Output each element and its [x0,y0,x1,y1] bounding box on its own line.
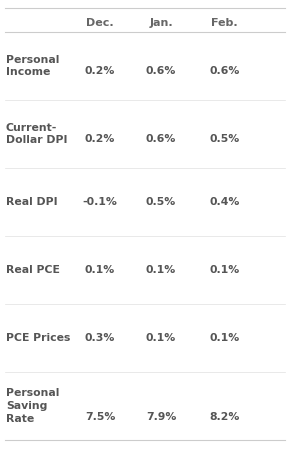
Text: 0.2%: 0.2% [85,135,115,144]
Text: Real PCE: Real PCE [6,265,60,275]
Text: Jan.: Jan. [149,18,173,28]
Text: 0.1%: 0.1% [146,265,176,275]
Text: 0.5%: 0.5% [146,197,176,207]
Text: 0.1%: 0.1% [210,265,240,275]
Text: 0.1%: 0.1% [85,265,115,275]
Text: 0.6%: 0.6% [146,67,176,76]
Text: 0.5%: 0.5% [210,135,240,144]
Text: 0.3%: 0.3% [85,333,115,343]
Text: 7.9%: 7.9% [146,412,176,422]
Text: -0.1%: -0.1% [83,197,117,207]
Text: 8.2%: 8.2% [210,412,240,422]
Text: 7.5%: 7.5% [85,412,115,422]
Text: Current-
Dollar DPI: Current- Dollar DPI [6,122,67,145]
Text: Feb.: Feb. [211,18,238,28]
Text: 0.4%: 0.4% [210,197,240,207]
Text: Dec.: Dec. [86,18,114,28]
Text: 0.6%: 0.6% [146,135,176,144]
Text: Personal
Income: Personal Income [6,54,59,77]
Text: 0.1%: 0.1% [210,333,240,343]
Text: Real DPI: Real DPI [6,197,57,207]
Text: 0.2%: 0.2% [85,67,115,76]
Text: 0.6%: 0.6% [210,67,240,76]
Text: PCE Prices: PCE Prices [6,333,70,343]
Text: Personal
Saving
Rate: Personal Saving Rate [6,388,59,424]
Text: 0.1%: 0.1% [146,333,176,343]
